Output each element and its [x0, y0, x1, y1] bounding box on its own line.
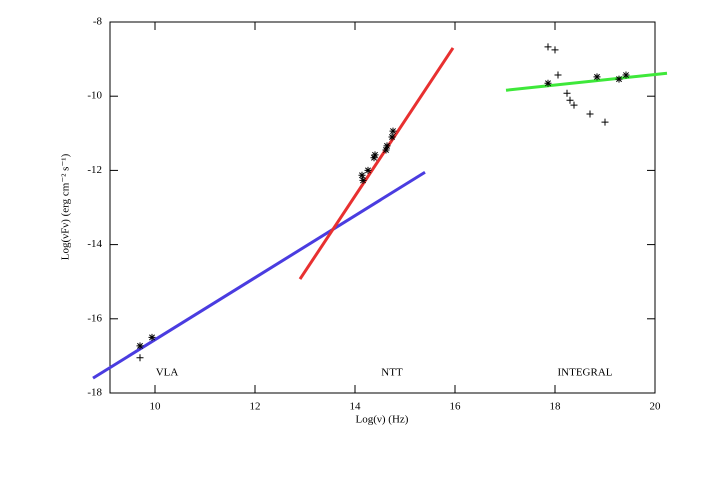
plot-frame [109, 21, 656, 394]
data-point [382, 146, 390, 154]
data-point [383, 142, 391, 150]
data-point [389, 127, 397, 135]
data-point [566, 96, 574, 104]
x-tick-label: 10 [150, 401, 162, 413]
data-point [622, 71, 630, 79]
data-point [370, 154, 378, 162]
fit-line [505, 71, 668, 92]
data-point [136, 342, 144, 350]
y-axis-label: Log(νFν) (erg cm⁻² s⁻¹) [60, 153, 72, 260]
fit-line [298, 47, 455, 280]
x-tick-label: 18 [550, 401, 562, 413]
fit-line [92, 170, 426, 380]
data-point [544, 79, 552, 87]
data-point [563, 89, 571, 97]
y-tick-label: -16 [87, 312, 102, 324]
x-tick-label: 16 [450, 401, 462, 413]
data-point [136, 354, 144, 362]
data-point [358, 171, 366, 179]
annotation: VLA [156, 367, 179, 379]
x-tick-label: 14 [350, 401, 362, 413]
data-point [359, 176, 367, 184]
data-point [388, 133, 396, 141]
y-tick-label: -18 [87, 387, 102, 399]
data-point [371, 151, 379, 159]
data-point [364, 166, 372, 174]
annotation: NTT [381, 367, 403, 379]
x-axis-label: Log(ν) (Hz) [356, 414, 409, 426]
annotation: INTEGRAL [558, 367, 613, 379]
y-tick-label: -8 [93, 16, 103, 28]
y-tick-label: -10 [87, 90, 102, 102]
data-point [551, 46, 559, 54]
data-point [570, 101, 578, 109]
data-point [148, 333, 156, 341]
y-tick-label: -12 [87, 164, 102, 176]
x-tick-label: 12 [250, 401, 261, 413]
data-point [601, 118, 609, 126]
data-point [544, 43, 552, 51]
data-point [593, 73, 601, 81]
data-point [586, 110, 594, 118]
data-point [554, 71, 562, 79]
data-point [615, 75, 623, 83]
x-tick-label: 20 [650, 401, 662, 413]
y-tick-label: -14 [87, 238, 102, 250]
